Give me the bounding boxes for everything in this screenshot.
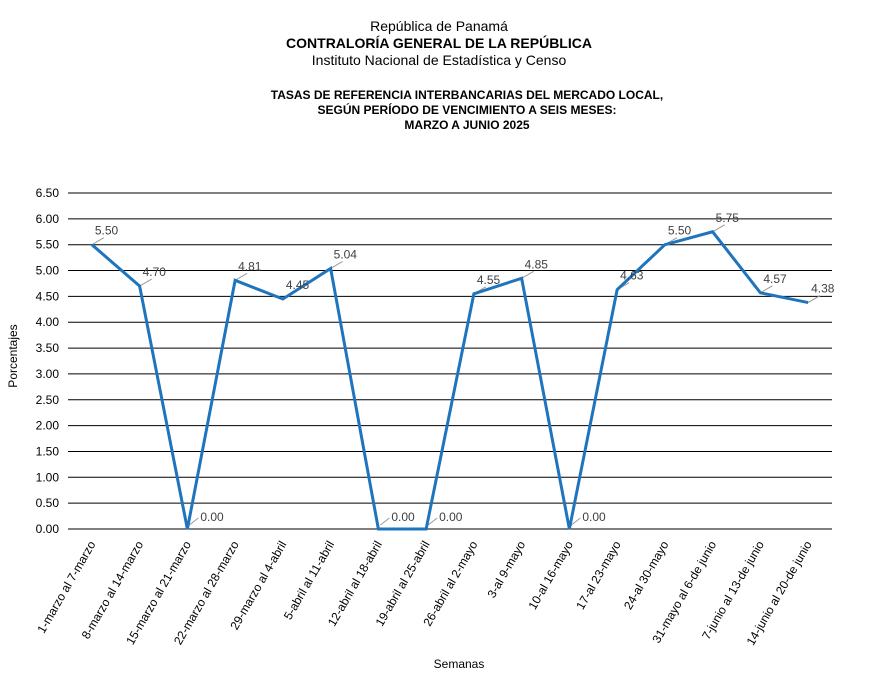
series-line — [90, 230, 809, 531]
y-tick-label: 4.50 — [36, 289, 60, 303]
chart-title-line-2: SEGÚN PERÍODO DE VENCIMIENTO A SEIS MESE… — [317, 103, 617, 117]
header-country: República de Panamá — [370, 18, 508, 34]
y-tick-label: 6.50 — [36, 186, 60, 200]
y-tick-label: 3.50 — [36, 341, 60, 355]
y-tick-label: 6.00 — [36, 212, 60, 226]
y-axis-label: Porcentajes — [6, 324, 20, 387]
y-tick-label: 4.00 — [36, 315, 60, 329]
data-label: 4.85 — [525, 257, 549, 271]
y-tick-label: 5.50 — [36, 238, 60, 252]
data-label: 4.57 — [763, 272, 787, 286]
data-label: 5.50 — [95, 224, 119, 238]
leader-line — [380, 517, 390, 526]
leader-line — [91, 237, 105, 246]
data-label: 5.75 — [716, 211, 740, 225]
y-tick-label: 0.50 — [36, 496, 60, 510]
leader-line — [189, 517, 199, 526]
data-label: 0.00 — [391, 510, 415, 524]
leader-line — [139, 278, 152, 287]
x-tick-label: 10-al 16-mayo — [525, 538, 576, 612]
chart-title-line-3: MARZO A JUNIO 2025 — [404, 118, 530, 132]
data-label: 4.55 — [477, 273, 501, 287]
data-label: 5.04 — [334, 247, 358, 261]
header-institution: CONTRALORÍA GENERAL DE LA REPÚBLICA — [286, 35, 592, 51]
x-tick-label: 17-al 23-mayo — [573, 538, 624, 612]
x-tick-label: 5-abril al 11-abril — [281, 539, 337, 623]
grid-lines — [68, 192, 832, 530]
leader-line — [807, 295, 821, 304]
data-labels: 5.50 4.70 0.00 4.81 4.45 5.04 0.00 0.00 4.55 4.85… — [95, 211, 835, 524]
x-tick-label: 3-al 9-mayo — [484, 538, 528, 600]
y-tick-label: 2.00 — [36, 419, 60, 433]
data-label: 4.81 — [238, 259, 262, 273]
x-tick-label: 24-al 30-mayo — [621, 538, 672, 612]
x-axis-label: Semanas — [434, 657, 485, 671]
label-leader-lines — [91, 224, 821, 526]
y-tick-label: 3.00 — [36, 367, 60, 381]
y-tick-label: 5.00 — [36, 264, 60, 278]
data-label: 4.38 — [811, 282, 835, 296]
leader-line — [760, 285, 773, 294]
data-label: 5.50 — [668, 224, 692, 238]
y-tick-labels: 0.00 0.50 1.00 1.50 2.00 2.50 3.00 3.50 4.00 4.50… — [36, 186, 60, 536]
leader-line — [712, 224, 725, 233]
y-tick-label: 1.50 — [36, 444, 60, 458]
x-tick-label: 26-abril al 2-mayo — [420, 538, 480, 628]
data-label: 0.00 — [582, 510, 606, 524]
data-label: 4.70 — [143, 265, 167, 279]
data-label: 4.45 — [286, 278, 310, 292]
leader-line — [571, 517, 581, 526]
leader-line — [330, 261, 343, 269]
leader-line — [521, 270, 534, 279]
data-label: 0.00 — [200, 510, 224, 524]
leader-line — [427, 517, 438, 526]
y-tick-label: 0.00 — [36, 522, 60, 536]
data-label: 0.00 — [439, 510, 463, 524]
header-department: Instituto Nacional de Estadística y Cens… — [311, 52, 567, 68]
chart-title-line-1: TASAS DE REFERENCIA INTERBANCARIAS DEL M… — [270, 88, 664, 102]
y-tick-label: 2.50 — [36, 393, 60, 407]
y-tick-label: 1.00 — [36, 470, 60, 484]
data-label: 4.63 — [620, 269, 644, 283]
leader-line — [234, 272, 248, 281]
